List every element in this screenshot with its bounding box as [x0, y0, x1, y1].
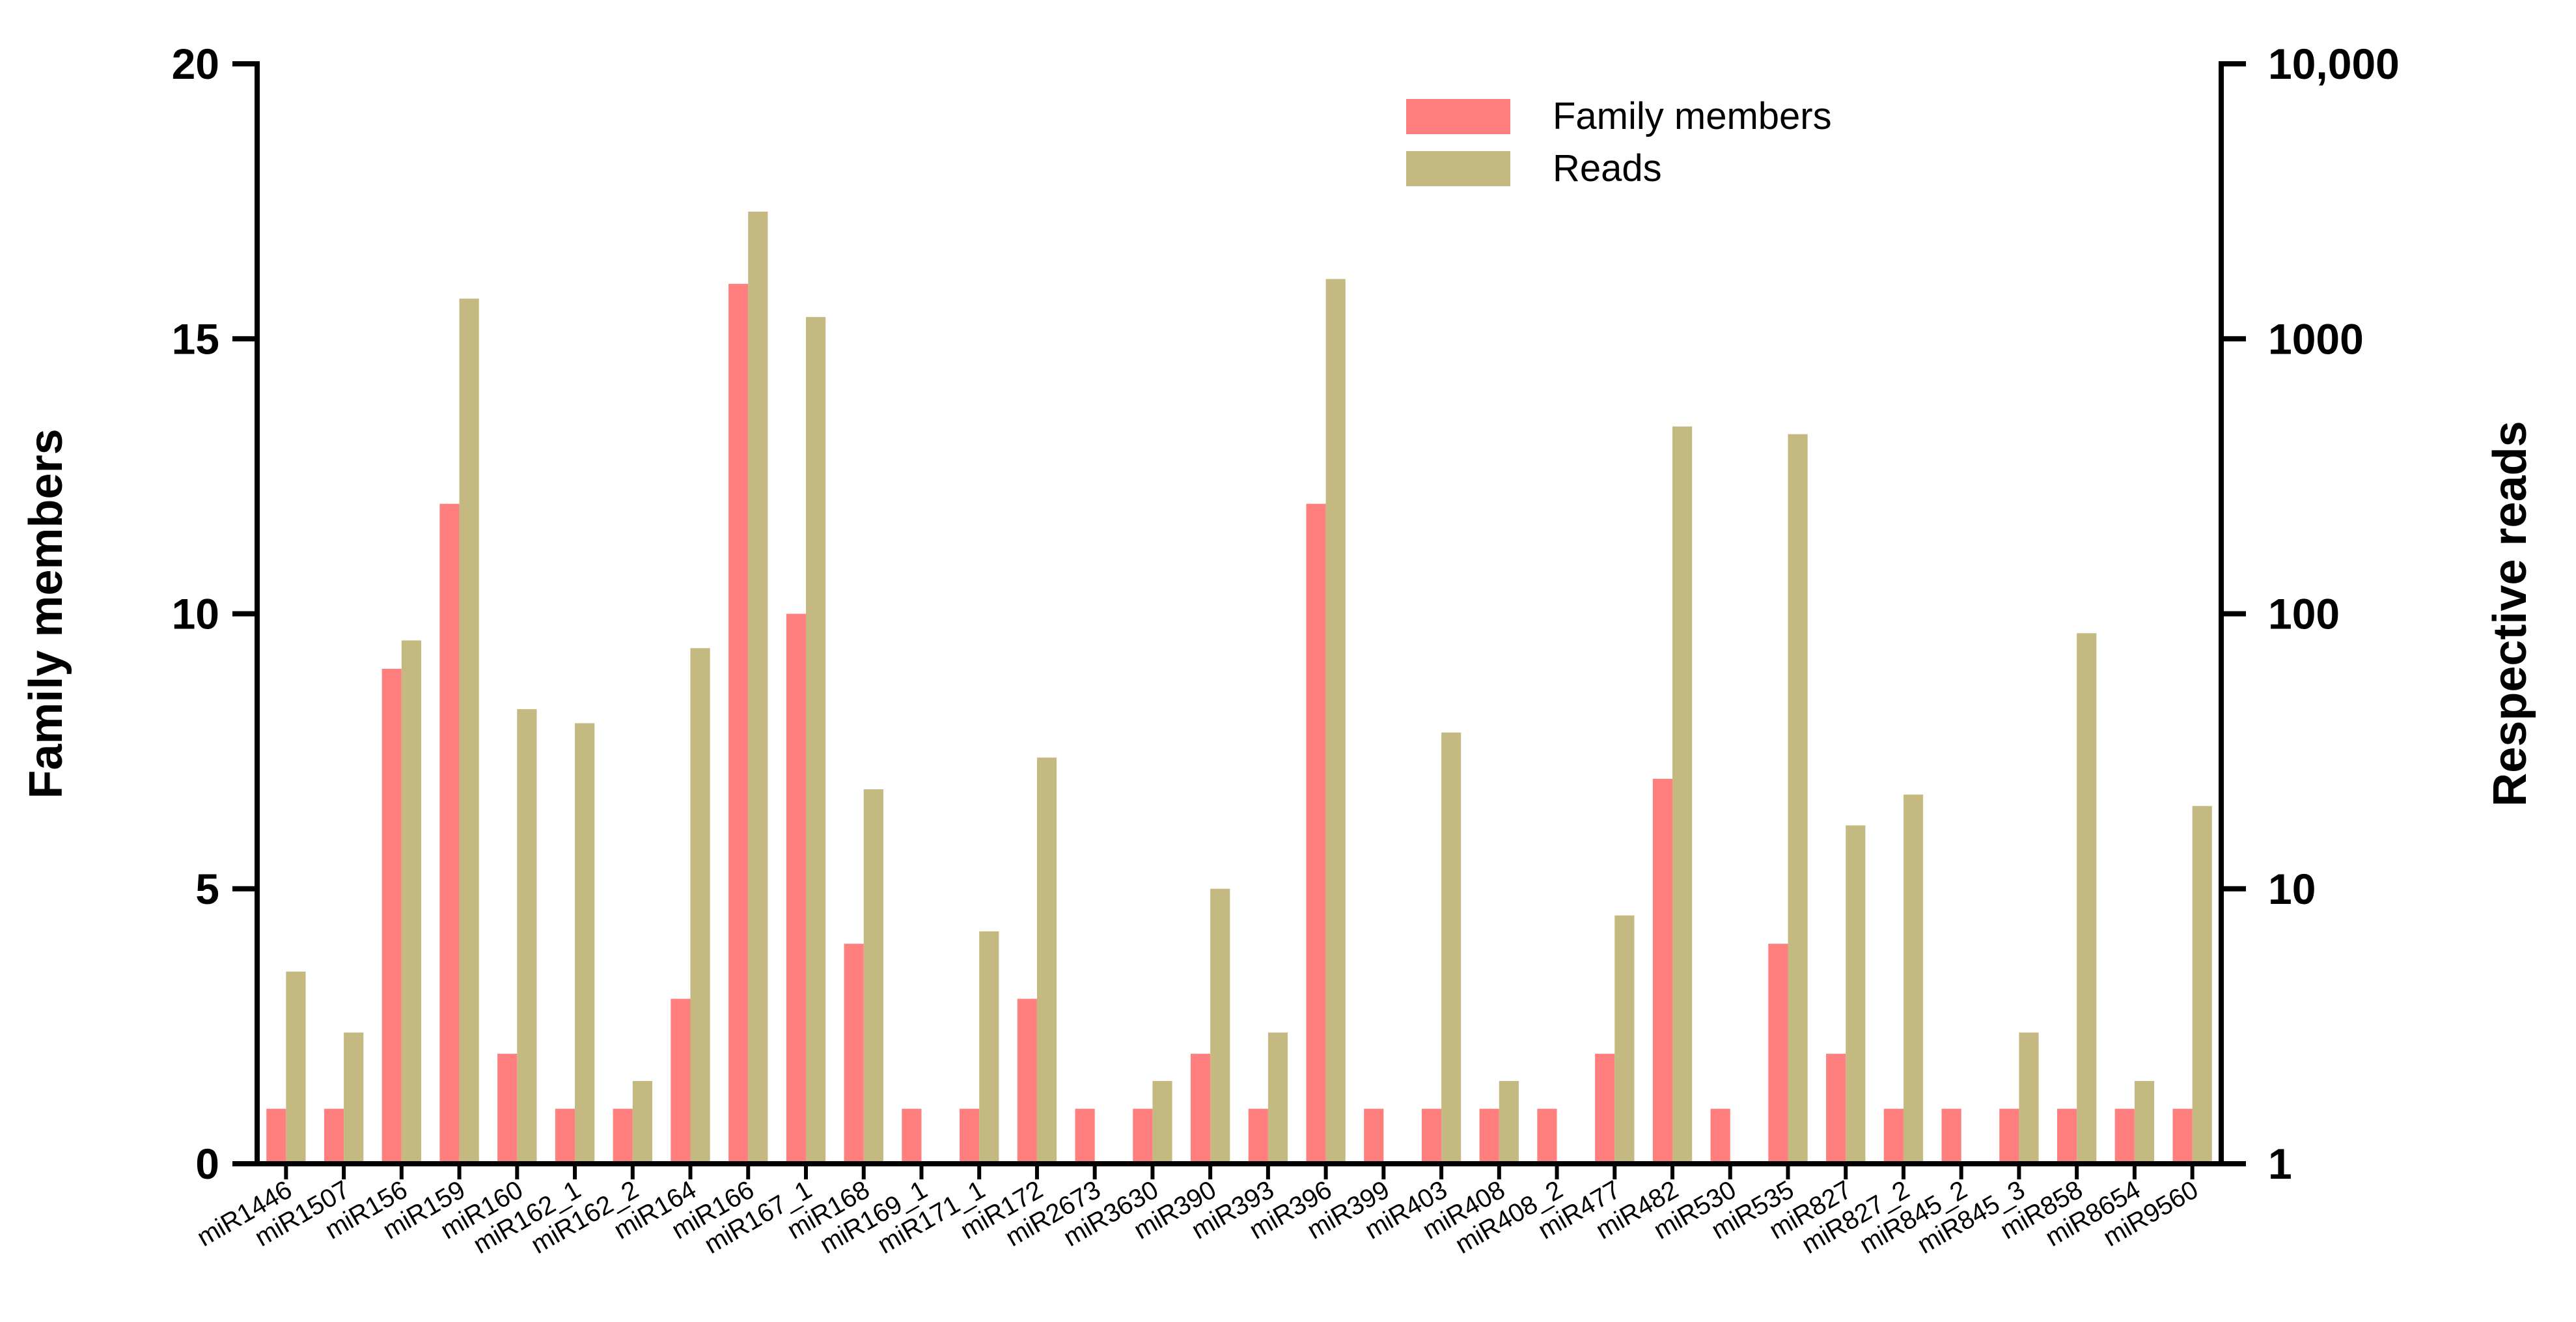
family-members-bar-mir535 [1768, 944, 1788, 1164]
family-members-bar-mir159 [439, 503, 460, 1164]
left-tick-label: 10 [172, 590, 219, 638]
family-members-bar-mir160 [497, 1054, 518, 1164]
legend-label-family-members: Family members [1553, 95, 1832, 137]
family-members-bar-mir1507 [324, 1108, 344, 1164]
left-tick-label: 20 [172, 40, 219, 88]
left-axis-title: Family members [20, 429, 72, 798]
family-members-bar-mir390 [1190, 1054, 1211, 1164]
right-tick-label: 10,000 [2268, 40, 2400, 88]
reads-bar-mir3630 [1152, 1080, 1172, 1164]
family-members-bar-mir9560 [2172, 1108, 2193, 1164]
left-tick-label: 5 [195, 865, 219, 913]
family-members-bar-mir482 [1652, 778, 1673, 1164]
reads-bar-mir164 [690, 648, 710, 1164]
family-members-bar-mir166 [728, 283, 749, 1164]
legend-swatch-family-members [1406, 99, 1510, 134]
family-members-bar-mir2673 [1075, 1108, 1095, 1164]
family-members-bar-mir172 [1017, 998, 1037, 1164]
right-tick-label: 10 [2268, 865, 2316, 913]
family-members-bar-mir167-1 [786, 613, 806, 1164]
family-members-bar-mir171-1 [960, 1108, 980, 1164]
family-members-bar-mir156 [381, 668, 402, 1164]
reads-bar-mir477 [1614, 915, 1635, 1164]
right-tick-label: 100 [2268, 590, 2340, 638]
reads-bar-mir167-1 [805, 316, 826, 1164]
family-members-bar-mir1446 [266, 1108, 286, 1164]
right-axis-title: Respective reads [2484, 421, 2536, 806]
reads-bar-mir162-2 [632, 1080, 652, 1164]
family-members-bar-mir8654 [2114, 1108, 2135, 1164]
reads-bar-mir827-2 [1903, 795, 1924, 1164]
reads-bar-mir9560 [2192, 806, 2212, 1164]
reads-bar-mir8654 [2134, 1080, 2155, 1164]
family-members-bar-mir408-2 [1537, 1108, 1557, 1164]
family-members-bar-mir164 [671, 998, 691, 1164]
left-tick-label: 0 [195, 1140, 219, 1188]
reads-bar-mir162-1 [575, 723, 595, 1164]
reads-bar-mir1446 [286, 971, 306, 1164]
legend-swatch-reads [1406, 151, 1510, 186]
family-members-bar-mir827-2 [1883, 1108, 1904, 1164]
family-members-bar-mir858 [2057, 1108, 2077, 1164]
reads-bar-mir172 [1036, 757, 1057, 1164]
family-members-bar-mir827 [1826, 1054, 1846, 1164]
reads-bar-mir393 [1267, 1032, 1288, 1164]
family-members-bar-mir845-2 [1941, 1108, 1961, 1164]
family-members-bar-mir477 [1595, 1054, 1615, 1164]
reads-bar-mir408 [1499, 1080, 1519, 1164]
reads-bar-mir845-3 [2019, 1032, 2039, 1164]
family-members-bar-mir403 [1421, 1108, 1442, 1164]
family-members-bar-mir845-3 [1999, 1108, 2019, 1164]
reads-bar-mir1507 [344, 1032, 364, 1164]
right-tick-label: 1 [2268, 1140, 2292, 1188]
reads-bar-mir403 [1441, 732, 1461, 1164]
left-tick-label: 15 [172, 315, 219, 363]
family-members-bar-mir408 [1479, 1108, 1499, 1164]
family-members-bar-mir169-1 [902, 1108, 922, 1164]
reads-bar-mir156 [401, 640, 422, 1164]
family-members-bar-mir162-2 [613, 1108, 633, 1164]
reads-bar-mir482 [1672, 426, 1693, 1164]
right-tick-label: 1000 [2268, 315, 2364, 363]
family-members-bar-mir399 [1364, 1108, 1384, 1164]
family-members-bar-mir396 [1306, 503, 1326, 1164]
family-members-bar-mir162-1 [555, 1108, 575, 1164]
reads-bar-mir535 [1788, 434, 1808, 1164]
reads-bar-mir827 [1846, 825, 1866, 1164]
family-members-bar-mir168 [844, 944, 864, 1164]
legend-label-reads: Reads [1553, 147, 1662, 190]
family-members-bar-mir393 [1248, 1108, 1268, 1164]
reads-bar-mir858 [2077, 633, 2097, 1164]
reads-bar-mir160 [517, 709, 537, 1164]
reads-bar-mir168 [863, 789, 883, 1164]
reads-bar-mir159 [459, 298, 479, 1164]
reads-bar-mir166 [748, 212, 768, 1164]
family-members-bar-mir530 [1710, 1108, 1730, 1164]
reads-bar-mir396 [1325, 279, 1346, 1164]
reads-bar-mir171-1 [979, 931, 999, 1164]
reads-bar-mir390 [1210, 888, 1230, 1164]
plot-area: 05101520110100100010,000miR1446miR1507mi… [20, 40, 2536, 1259]
family-members-bar-mir3630 [1133, 1108, 1153, 1164]
